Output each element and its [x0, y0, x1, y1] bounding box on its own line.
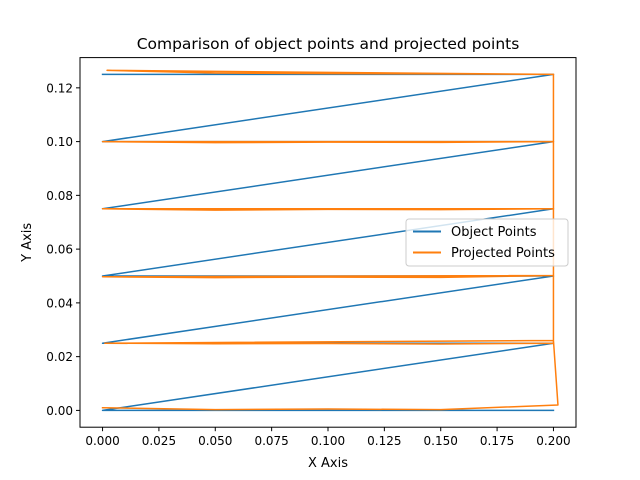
x-tick-label: 0.050 — [198, 434, 232, 448]
x-tick-label: 0.000 — [85, 434, 119, 448]
y-tick-label: 0.08 — [46, 189, 73, 203]
x-tick-label: 0.175 — [480, 434, 514, 448]
y-tick-label: 0.00 — [46, 404, 73, 418]
y-axis-label: Y Axis — [20, 223, 35, 263]
legend: Object Points Projected Points — [405, 218, 569, 267]
series-line-projected-points — [101, 69, 559, 411]
x-tick-label: 0.150 — [424, 434, 458, 448]
x-tick-label: 0.075 — [254, 434, 288, 448]
x-tick-label: 0.100 — [311, 434, 345, 448]
y-tick-label: 0.10 — [46, 135, 73, 149]
series-line-object-points — [101, 73, 555, 412]
x-tick-label: 0.025 — [142, 434, 176, 448]
x-tick-label: 0.125 — [367, 434, 401, 448]
x-tick-label: 0.200 — [536, 434, 570, 448]
series-layer — [101, 69, 559, 412]
chart-title: Comparison of object points and projecte… — [137, 35, 520, 53]
legend-object-points-label: Object Points — [451, 225, 537, 240]
y-tick-label: 0.12 — [46, 81, 73, 95]
legend-projected-points-label: Projected Points — [451, 246, 555, 261]
x-axis-label: X Axis — [308, 456, 348, 471]
y-tick-label: 0.04 — [46, 296, 73, 310]
y-tick-label: 0.06 — [46, 243, 73, 257]
legend-box — [405, 218, 569, 267]
y-tick-label: 0.02 — [46, 350, 73, 364]
axes-layer: 0.000 0.025 0.050 0.075 0.100 0.125 0.150 0.175… — [46, 57, 577, 448]
